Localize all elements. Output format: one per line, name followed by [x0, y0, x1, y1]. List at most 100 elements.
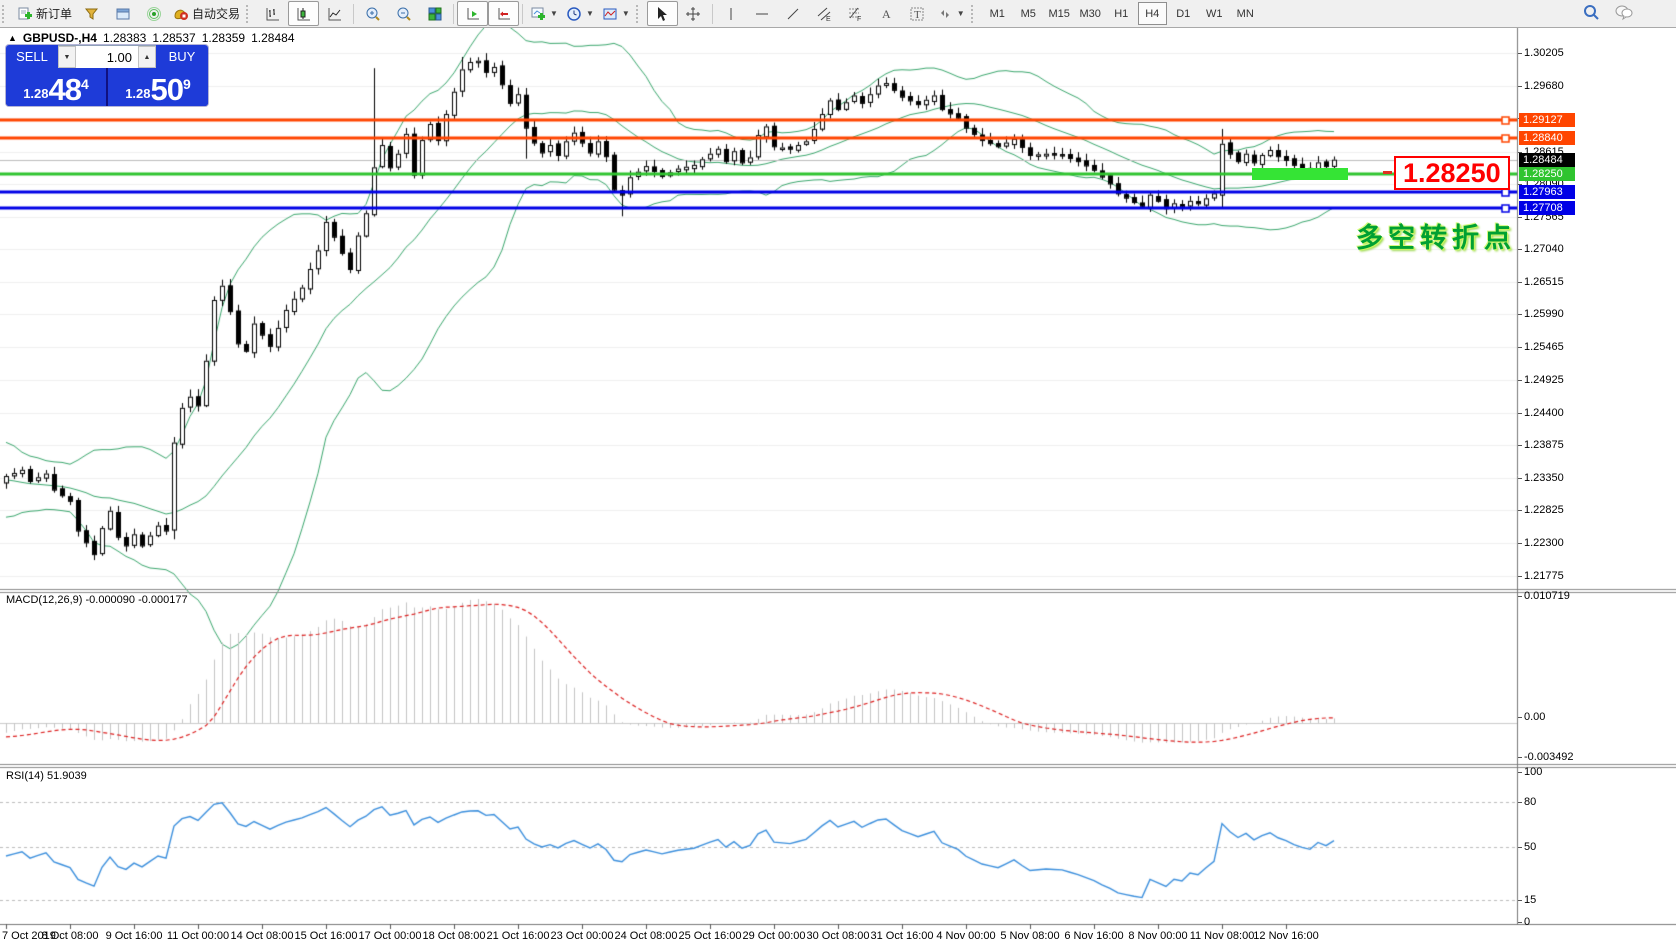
- timeframe-button-M5[interactable]: M5: [1020, 7, 1036, 20]
- bar-chart-button[interactable]: [257, 1, 288, 26]
- time-axis-label: 12 Nov 16:00: [1253, 930, 1319, 942]
- timeframe-button-W1[interactable]: W1: [1205, 7, 1223, 20]
- cursor-tool-button[interactable]: [646, 1, 678, 26]
- sell-price-sup: 4: [81, 76, 89, 92]
- autotrading-button[interactable]: 自动交易: [169, 1, 244, 26]
- price-axis-tick: 1.23350: [1524, 472, 1564, 484]
- svg-text:F: F: [857, 16, 861, 22]
- template-icon: [602, 6, 618, 22]
- hline-price-label: 1.29127: [1519, 112, 1575, 127]
- candlestick-chart-button[interactable]: [288, 1, 320, 26]
- indicators-button[interactable]: ▼: [526, 1, 562, 26]
- new-order-button[interactable]: 新订单: [13, 1, 76, 26]
- crosshair-icon: [685, 6, 701, 22]
- price-axis-tick: 1.30205: [1524, 47, 1564, 59]
- signal-icon: [146, 6, 162, 22]
- auto-scroll-button[interactable]: [457, 1, 489, 26]
- time-axis-label: 8 Oct 08:00: [41, 930, 99, 942]
- price-axis-tick: -0.003492: [1524, 751, 1574, 763]
- price-axis-tickmark: [1518, 717, 1522, 718]
- chat-icon[interactable]: [1614, 3, 1634, 24]
- text-label-icon: T: [909, 6, 925, 22]
- timeframe-button-MN[interactable]: MN: [1236, 7, 1254, 20]
- chart-shift-button[interactable]: [488, 1, 520, 26]
- trendline-tool-button[interactable]: [778, 1, 809, 26]
- time-axis-label: 14 Oct 08:00: [230, 930, 294, 942]
- time-axis-label: 31 Oct 16:00: [870, 930, 934, 942]
- timeframe-button-H4[interactable]: H4: [1137, 2, 1167, 25]
- timeframe-button-D1[interactable]: D1: [1176, 7, 1191, 20]
- buy-price[interactable]: 1.28 50 9: [108, 68, 208, 106]
- new-chart-button[interactable]: [107, 1, 138, 26]
- volume-up-button[interactable]: ▲: [138, 46, 156, 68]
- time-axis-label: 5 Nov 08:00: [1000, 930, 1060, 942]
- periods-button[interactable]: ▼: [562, 1, 598, 26]
- new-order-label: 新订单: [36, 7, 73, 21]
- crosshair-tool-button[interactable]: [678, 1, 709, 26]
- delete-objects-button[interactable]: [76, 1, 107, 26]
- templates-caret-icon: ▼: [621, 9, 630, 18]
- time-axis-label: 11 Nov 08:00: [1189, 930, 1255, 942]
- line-chart-button[interactable]: [319, 1, 350, 26]
- price-axis-tick: 1.29680: [1524, 80, 1564, 92]
- price-axis-tick: 1.25465: [1524, 341, 1564, 353]
- time-axis-label: 29 Oct 00:00: [742, 930, 806, 942]
- annotation-text[interactable]: 多空转折点: [1356, 223, 1516, 253]
- timeframe-button-M1[interactable]: M1: [989, 7, 1005, 20]
- tile-windows-icon: [427, 6, 443, 22]
- price-axis-tickmark: [1518, 184, 1522, 185]
- price-axis-tickmark: [1518, 576, 1522, 577]
- templates-button[interactable]: ▼: [598, 1, 634, 26]
- price-axis-tickmark: [1518, 772, 1522, 773]
- price-axis-tickmark: [1518, 380, 1522, 381]
- toolbar-separator: [711, 3, 713, 24]
- price-axis-tickmark: [1518, 282, 1522, 283]
- zoom-out-button[interactable]: [388, 1, 419, 26]
- periods-caret-icon: ▼: [585, 9, 594, 18]
- signals-button[interactable]: [138, 1, 169, 26]
- hline-price-label: 1.28484: [1519, 152, 1575, 167]
- buy-price-prefix: 1.28: [125, 86, 151, 101]
- highlight-zone[interactable]: [1252, 168, 1348, 181]
- auto-scroll-icon: [465, 6, 481, 22]
- timeframe-button-M15[interactable]: M15: [1048, 7, 1070, 20]
- sell-button[interactable]: SELL: [6, 45, 58, 68]
- price-callout[interactable]: 1.28250: [1394, 156, 1510, 190]
- toolbar-grip: [970, 4, 980, 23]
- toolbar-separator: [522, 3, 524, 24]
- buy-button[interactable]: BUY: [156, 45, 208, 68]
- indicators-icon: [530, 6, 546, 22]
- price-axis-tick: 50: [1524, 841, 1537, 853]
- symbol-info-bar[interactable]: ▲ GBPUSD-,H4 1.28383 1.28537 1.28359 1.2…: [8, 31, 295, 45]
- fibonacci-icon: F: [847, 6, 863, 22]
- timeframe-button-H1[interactable]: H1: [1114, 7, 1129, 20]
- hline-price-label: 1.27963: [1519, 184, 1575, 199]
- price-axis-tick: 0.010719: [1524, 590, 1570, 602]
- volume-input[interactable]: [76, 46, 138, 68]
- bar-high: 1.28537: [152, 31, 196, 45]
- arrows-tool-button[interactable]: ▼: [933, 1, 969, 26]
- tile-windows-button[interactable]: [419, 1, 450, 26]
- text-tool-button[interactable]: A: [871, 1, 902, 26]
- horizontal-line-tool-button[interactable]: [747, 1, 778, 26]
- volume-spinner: ▼ ▲: [58, 45, 156, 68]
- vertical-line-tool-button[interactable]: [716, 1, 747, 26]
- zoom-out-icon: [396, 6, 412, 22]
- volume-down-button[interactable]: ▼: [58, 46, 76, 68]
- time-axis-label: 25 Oct 16:00: [678, 930, 742, 942]
- collapse-panel-icon[interactable]: ▲: [8, 33, 17, 43]
- one-click-trading-panel: SELL ▼ ▲ BUY 1.28 48 4 1.28 50 9: [6, 45, 208, 106]
- price-axis-tickmark: [1518, 757, 1522, 758]
- sell-price-prefix: 1.28: [23, 86, 49, 101]
- text-label-tool-button[interactable]: T: [902, 1, 933, 26]
- fibonacci-tool-button[interactable]: F: [840, 1, 871, 26]
- callout-connector: [1383, 171, 1392, 174]
- zoom-in-button[interactable]: [357, 1, 388, 26]
- sell-price[interactable]: 1.28 48 4: [6, 68, 106, 106]
- channel-tool-button[interactable]: E: [809, 1, 840, 26]
- time-axis-label: 9 Oct 16:00: [105, 930, 163, 942]
- timeframe-button-M30[interactable]: M30: [1079, 7, 1101, 20]
- horizontal-line-icon: [754, 6, 770, 22]
- search-icon[interactable]: [1582, 3, 1600, 24]
